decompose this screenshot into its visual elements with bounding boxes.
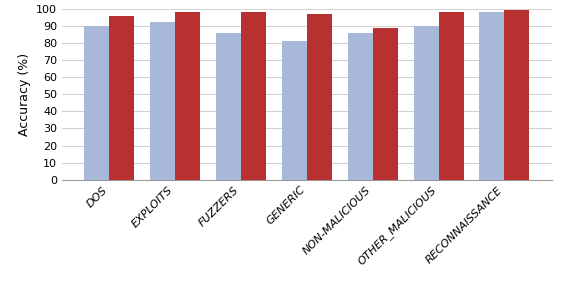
Bar: [282, 41, 307, 180]
Bar: [348, 33, 373, 180]
Bar: [175, 12, 200, 180]
Bar: [480, 12, 504, 180]
Y-axis label: Accuracy (%): Accuracy (%): [17, 53, 30, 136]
Bar: [150, 22, 175, 180]
Bar: [109, 16, 134, 180]
Bar: [216, 33, 241, 180]
Bar: [439, 12, 463, 180]
Bar: [504, 10, 529, 180]
Bar: [307, 14, 332, 180]
Bar: [84, 26, 109, 180]
Bar: [373, 28, 397, 180]
Bar: [414, 26, 439, 180]
Bar: [241, 12, 266, 180]
